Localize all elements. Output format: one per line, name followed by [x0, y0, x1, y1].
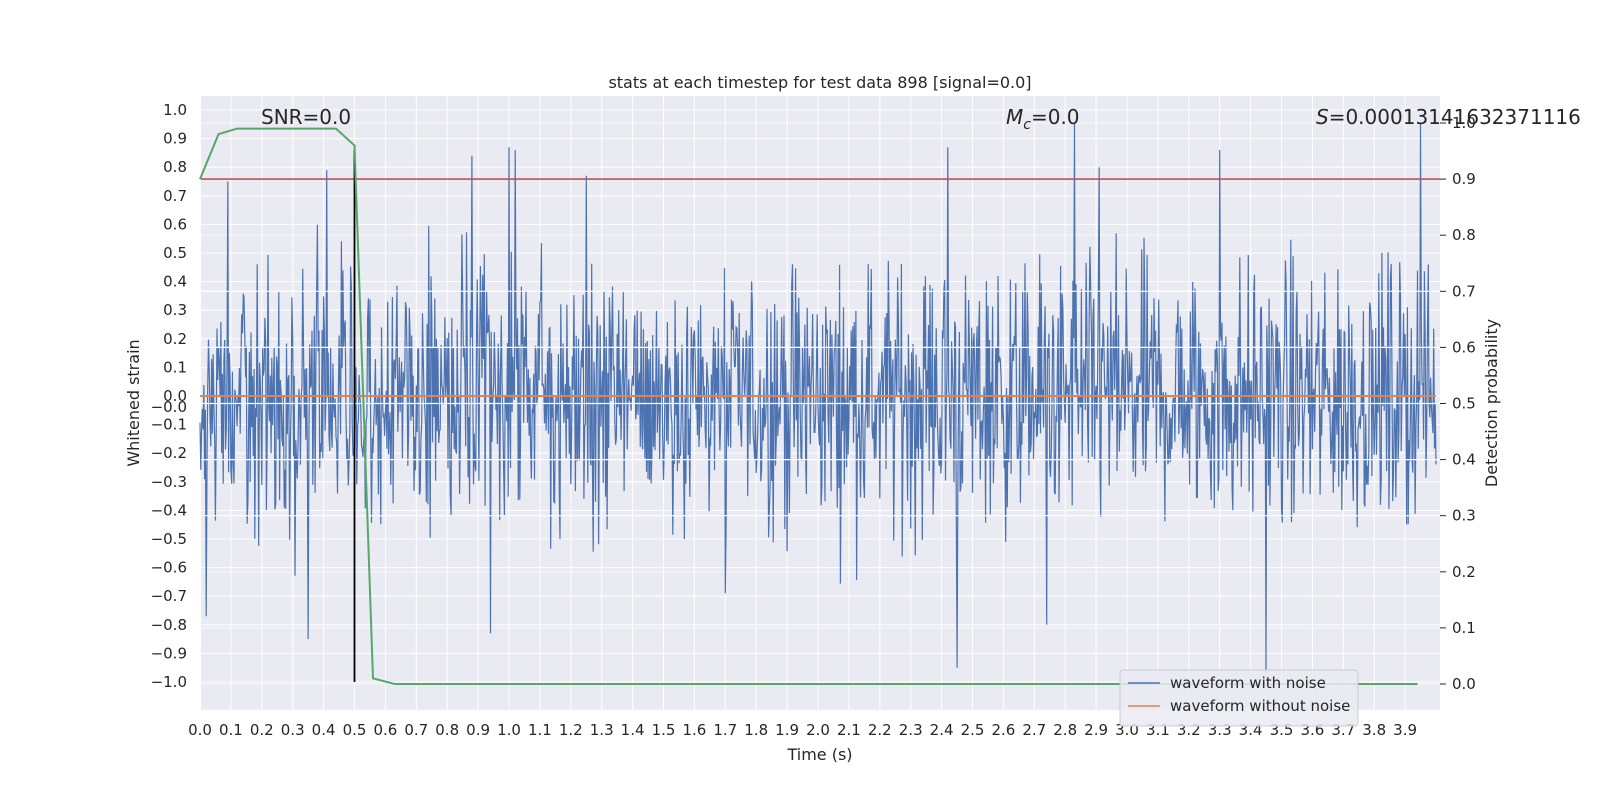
chart-title: stats at each timestep for test data 898… — [608, 73, 1031, 92]
x-tick-label: 1.8 — [744, 721, 768, 739]
x-tick-label: 0.1 — [219, 721, 243, 739]
y-tick-label: −0.0 — [151, 398, 187, 416]
x-tick-label: 2.1 — [837, 721, 861, 739]
y-tick-label: 0.5 — [163, 244, 187, 262]
x-tick-label: 0.6 — [373, 721, 397, 739]
noise-waveform-line — [199, 124, 1437, 674]
s-value: =0.00013141632371116 — [1329, 105, 1581, 129]
y-tick-label: 1.0 — [163, 101, 187, 119]
x-tick-label: 1.3 — [590, 721, 614, 739]
x-tick-label: 1.2 — [559, 721, 583, 739]
y2-tick-label: 0.8 — [1452, 226, 1476, 244]
x-tick-label: 2.6 — [991, 721, 1015, 739]
detection-probability-line — [199, 127, 1418, 685]
y-tick-label: −1.0 — [151, 673, 187, 691]
x-tick-label: 1.6 — [682, 721, 706, 739]
x-tick-label: 2.5 — [961, 721, 985, 739]
y-tick-label: −0.1 — [151, 416, 187, 434]
x-tick-label: 2.0 — [806, 721, 830, 739]
x-tick-label: 0.3 — [281, 721, 305, 739]
x-tick-label: 2.8 — [1053, 721, 1077, 739]
y-tick-label: −0.2 — [151, 444, 187, 462]
mc-annotation: Mc=0.0 — [1006, 105, 1080, 133]
y2-tick-label: 0.0 — [1452, 675, 1476, 693]
y-tick-label: 0.9 — [163, 130, 187, 148]
y-tick-label: −0.4 — [151, 501, 187, 519]
y2-tick-label: 0.5 — [1452, 395, 1476, 413]
x-tick-label: 3.8 — [1362, 721, 1386, 739]
x-tick-label: 2.2 — [868, 721, 892, 739]
y-tick-label: 0.6 — [163, 215, 187, 233]
legend-box — [1119, 669, 1359, 727]
y2-tick-label: 0.3 — [1452, 507, 1476, 525]
x-tick-label: 0.5 — [343, 721, 367, 739]
s-symbol: S — [1316, 105, 1329, 129]
x-tick-label: 0.4 — [312, 721, 336, 739]
x-tick-label: 0.8 — [435, 721, 459, 739]
y2-tick-label: 0.1 — [1452, 619, 1476, 637]
y-tick-label: 0.7 — [163, 187, 187, 205]
x-tick-label: 1.4 — [621, 721, 645, 739]
legend-label-clean: waveform without noise — [1170, 697, 1350, 715]
y-tick-label: 0.3 — [163, 301, 187, 319]
y-tick-label: 0.0 — [163, 387, 187, 405]
y-tick-labels: 1.00.90.80.70.60.50.40.30.20.10.0−0.0−0.… — [151, 101, 187, 691]
y-tick-label: 0.1 — [163, 358, 187, 376]
mc-subscript: c — [1023, 117, 1031, 133]
y2-tick-label: 0.4 — [1452, 451, 1476, 469]
x-axis-label: Time (s) — [786, 745, 852, 764]
y2-tick-label: 0.2 — [1452, 563, 1476, 581]
x-tick-label: 1.1 — [528, 721, 552, 739]
x-tick-label: 0.2 — [250, 721, 274, 739]
y2-tick-label: 0.9 — [1452, 170, 1476, 188]
x-tick-label: 2.4 — [930, 721, 954, 739]
x-tick-label: 1.9 — [775, 721, 799, 739]
s-annotation: S=0.00013141632371116 — [1316, 105, 1581, 129]
x-tick-label: 0.9 — [466, 721, 490, 739]
y-tick-label: −0.8 — [151, 616, 187, 634]
y-tick-label: 0.2 — [163, 330, 187, 348]
probability-overlay — [199, 127, 1440, 685]
x-tick-label: 0.0 — [188, 721, 212, 739]
y2-tick-labels: 0.0 0.1 0.2 0.3 0.4 0.5 0.6 0.7 0.8 0.9 1.0 — [1440, 114, 1476, 693]
snr-annotation: SNR=0.0 — [261, 105, 351, 129]
legend-label-noise: waveform with noise — [1170, 674, 1326, 692]
y2-tick-label: 0.6 — [1452, 338, 1476, 356]
y-tick-label: 0.4 — [163, 273, 187, 291]
series-waveform-with-noise — [199, 124, 1437, 674]
y2-tick-label: 1.0 — [1452, 114, 1476, 132]
x-tick-label: 0.7 — [404, 721, 428, 739]
legend: waveform with noise waveform without noi… — [1119, 669, 1359, 727]
y-tick-label: −0.9 — [151, 644, 187, 662]
x-tick-label: 2.3 — [899, 721, 923, 739]
y-tick-label: −0.5 — [151, 530, 187, 548]
x-tick-label: 1.0 — [497, 721, 521, 739]
mc-symbol: M — [1006, 105, 1023, 129]
y-axis-label: Whitened strain — [124, 339, 143, 466]
y-tick-label: 0.8 — [163, 158, 187, 176]
x-tick-label: 2.7 — [1022, 721, 1046, 739]
y-tick-label: −0.6 — [151, 559, 187, 577]
x-tick-label: 3.9 — [1393, 721, 1417, 739]
y2-tick-label: 0.7 — [1452, 282, 1476, 300]
x-tick-label: 2.9 — [1084, 721, 1108, 739]
y-tick-label: −0.3 — [151, 473, 187, 491]
y-tick-label: −0.7 — [151, 587, 187, 605]
x-tick-label: 1.7 — [713, 721, 737, 739]
y2-axis-label: Detection probability — [1482, 319, 1501, 487]
x-tick-label: 1.5 — [652, 721, 676, 739]
mc-value: =0.0 — [1031, 105, 1080, 129]
